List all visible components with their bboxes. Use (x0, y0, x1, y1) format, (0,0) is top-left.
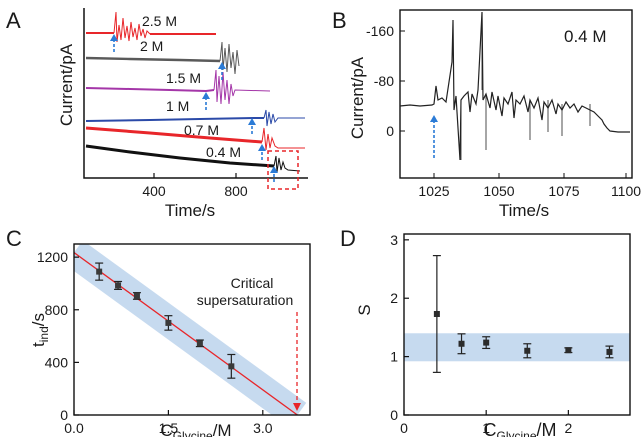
fit-line (74, 252, 298, 415)
data-point (433, 310, 440, 317)
trace-2.5m (86, 32, 216, 35)
trace-0.4m-spikes (273, 155, 301, 173)
panel-a-xtick-label: 400 (142, 183, 166, 199)
panel-a-xtick-label: 800 (224, 183, 248, 199)
data-point (133, 292, 140, 299)
x-axis-label: CGlycine/M (483, 420, 556, 437)
trace-2m-spikes (219, 41, 240, 75)
panel-b-spikes (460, 12, 591, 160)
panel-b-xtick-label: 1100 (611, 183, 641, 199)
trace-2m (85, 56, 221, 63)
trace-0.7m (85, 126, 263, 144)
data-point (606, 348, 613, 355)
trace-0.4m (85, 144, 275, 168)
trace-1.5m (85, 87, 215, 93)
trace-label: 0.7 M (184, 122, 219, 138)
y-tick-label: 0 (390, 407, 398, 423)
y-tick-label: 0 (60, 407, 68, 423)
data-point (115, 282, 122, 289)
panel-b-ylabel: Current/pA (348, 56, 367, 139)
panel-a: A Current/pA 400 800 Time/s 2.5 M 2 M 1.… (6, 8, 308, 220)
panel-b-xlabel: Time/s (499, 201, 549, 220)
panel-c-ylabel: tind/s (29, 313, 51, 347)
panel-a-xlabel: Time/s (165, 201, 215, 220)
panel-c-plot: 0.0 1.5 3.0 0 400 800 1200 CGlycine/M (37, 244, 307, 437)
zoom-box (267, 150, 299, 190)
data-point (196, 340, 203, 347)
data-point (458, 340, 465, 347)
panel-b-annotation: 0.4 M (564, 27, 607, 46)
panel-a-axes (83, 8, 308, 179)
y-tick-label: 800 (45, 302, 69, 318)
panel-d-plot: 0 1 2 0 1 2 3 CGlycine/M (390, 232, 630, 437)
panel-a-letter: A (6, 8, 21, 33)
x-tick-label: 1.5 (159, 420, 179, 436)
x-tick-label: 0.0 (64, 420, 84, 436)
data-point (565, 347, 572, 354)
x-tick-label: 1 (482, 420, 490, 436)
panel-b-frame (399, 9, 633, 179)
panel-a-ylabel: Current/pA (57, 43, 76, 126)
data-point (228, 363, 235, 370)
y-tick-label: 1 (390, 349, 398, 365)
fit-band-group (74, 244, 307, 415)
data-point (483, 339, 490, 346)
y-tick-label: 400 (45, 354, 69, 370)
panel-b-ytick-label: 0 (386, 123, 394, 139)
trace-label: 1 M (166, 98, 189, 114)
trace-1m-spikes (263, 109, 305, 127)
panel-b-xtick-label: 1025 (418, 183, 449, 199)
panel-b-xtick-label: 1050 (483, 183, 514, 199)
trace-label: 0.4 M (206, 144, 241, 160)
x-tick-label: 3.0 (253, 420, 273, 436)
trace-label: 2.5 M (142, 13, 177, 29)
panel-c: C tind/s 0.0 1.5 3.004008001200CGlycine/M … (6, 226, 311, 437)
panel-c-annotation: supersaturation (197, 292, 294, 308)
panel-d-ylabel: S (355, 304, 374, 315)
critical-arrow (293, 312, 301, 411)
x-axis-label: CGlycine/M (160, 421, 231, 437)
confidence-band (74, 244, 307, 415)
x-tick-label: 2 (564, 420, 572, 436)
panel-d-frame (403, 233, 631, 416)
panel-b-ytick-label: -80 (374, 73, 394, 89)
nucleation-arrows (110, 34, 278, 182)
trace-2.5m-spikes (113, 11, 151, 43)
panel-b-letter: B (332, 8, 347, 33)
panel-b-xtick-label: 1075 (548, 183, 579, 199)
panel-d: D S 0 1 2 0 1 2 3 CGlycine/M (340, 226, 631, 437)
data-point (524, 347, 531, 354)
panel-c-letter: C (6, 226, 22, 251)
panel-b-trace (399, 11, 630, 161)
y-tick-label: 1200 (37, 249, 68, 265)
data-point (96, 268, 103, 275)
panel-c-annotation: Critical (231, 275, 274, 291)
trace-1.5m-spikes (213, 69, 271, 105)
range-band (404, 333, 630, 362)
trace-0.7m-spikes (261, 127, 305, 151)
trace-label: 1.5 M (166, 70, 201, 86)
trace-label: 2 M (140, 38, 163, 54)
x-tick-label: 0 (400, 420, 408, 436)
y-tick-label: 3 (390, 232, 398, 248)
trace-1m (85, 117, 264, 122)
panel-b: B Current/pA -160 -80 0 1025 1050 1075 1… (332, 8, 641, 220)
panel-b-arrow (430, 115, 438, 158)
panel-c-frame (73, 243, 311, 416)
y-tick-label: 2 (390, 290, 398, 306)
panel-b-ytick-label: -160 (366, 23, 394, 39)
data-point (165, 319, 172, 326)
panel-d-letter: D (340, 226, 356, 251)
